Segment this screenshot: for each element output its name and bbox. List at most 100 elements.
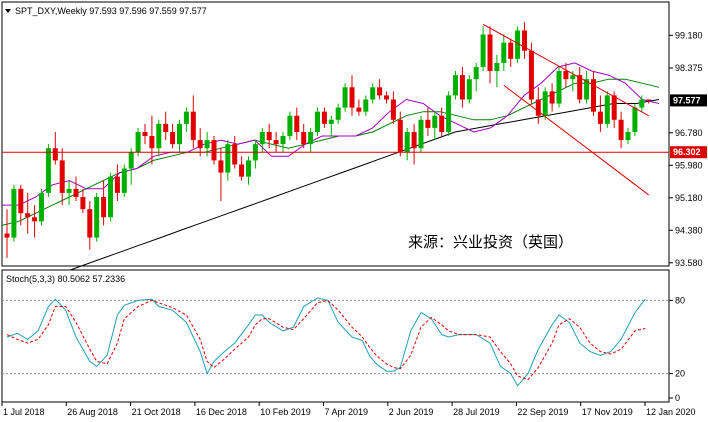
candle-down [4,233,10,238]
time-tick-label: 10 Feb 2019 [260,407,311,417]
candle-up [183,111,189,124]
candle-down [487,34,493,72]
stoch-panel: Stoch(5,3,3) 80.5062 57.2336 80 20 0 [1,269,685,403]
time-tick-label: 2 Jun 2019 [389,407,434,417]
candle-up [94,196,100,238]
candle-down [80,196,86,210]
candle-down [239,164,245,177]
candle-down [618,119,624,141]
candle-up [108,176,113,218]
candle-up [287,115,293,137]
candle-up [11,188,17,238]
candle-down [142,131,148,137]
candle-down [349,87,355,108]
time-tick-label: 22 Sep 2019 [517,407,568,417]
symbol-dropdown-icon[interactable] [5,9,11,13]
candle-up [280,136,286,145]
stoch-tick-label: 0 [675,393,680,403]
candle-up [66,188,72,193]
candle-down [149,136,155,149]
time-tick-label: 26 Aug 2018 [67,407,118,417]
stoch-lines [6,297,646,387]
candle-down [646,99,652,101]
time-tick-label: 28 Jul 2019 [453,407,500,417]
candle-down [611,95,617,120]
candle-down [32,217,38,222]
candle-up [515,30,521,59]
candle-down [356,107,362,112]
candle-up [542,91,548,116]
candle-down [273,140,279,145]
candle-up [370,87,376,100]
candle-up [246,160,251,177]
candle-up [404,131,410,153]
price-y-axis: 99.180 98.375 96.780 95.980 95.180 94.380 93.5… [669,30,703,268]
candle-up [639,99,645,108]
stoch-tick-label: 20 [675,369,685,379]
trend-channel [482,23,650,196]
candle-up [363,99,369,112]
candle-up [453,75,458,96]
time-axis: 1 Jul 2018 26 Aug 2018 21 Oct 2018 16 Dec 2… [1,402,696,417]
stoch-y-axis: 80 20 0 [2,295,685,403]
candle-up [328,119,334,124]
candle-up [494,62,500,72]
candle-down [101,196,107,218]
stoch-signal-line [6,299,646,381]
candle-down [384,95,389,100]
candle-down [439,115,445,132]
price-tick-label: 94.380 [675,225,703,235]
candle-up [259,131,265,145]
candle-up [466,79,472,100]
candle-up [204,140,210,149]
price-tick-label: 93.580 [675,258,703,268]
candle-up [308,131,314,145]
candle-down [549,91,555,104]
candle-down [266,131,272,141]
ma-slow-line [1,99,660,295]
candle-down [301,131,307,145]
candle-up [570,75,576,80]
price-panel: SPT_DXY,Weekly 97.593 97.596 97.559 97.5… [1,1,707,295]
support-tag-label: 96.302 [673,147,701,157]
candle-down [52,148,58,161]
time-tick-label: 1 Jul 2018 [3,407,45,417]
candle-down [87,209,93,238]
candle-down [425,119,431,128]
stoch-panel-frame [1,269,670,403]
candle-down [18,188,24,214]
candle-up [156,123,162,149]
candle-down [190,111,196,141]
source-watermark: 来源：兴业投资（英国） [408,233,573,251]
candle-down [577,75,583,100]
candle-down [508,42,514,59]
time-tick-label: 7 Apr 2019 [325,407,369,417]
stoch-panel-title: Stoch(5,3,3) 80.5062 57.2336 [6,274,125,284]
candles [4,22,652,258]
candle-down [528,50,534,100]
candle-up [480,34,486,67]
candle-up [225,144,231,173]
price-tags: 97.577 96.302 [670,94,707,159]
candle-down [294,115,300,132]
candle-down [59,160,65,193]
channel-upper-line [482,23,649,117]
candle-up [39,192,44,222]
candle-down [163,123,169,132]
candle-down [390,99,396,120]
price-tick-label: 95.180 [675,193,703,203]
candle-up [501,42,507,63]
candle-up [121,168,127,193]
candle-up [128,152,134,169]
candle-down [591,79,596,112]
candle-down [232,144,238,165]
time-tick-label: 12 Jan 2020 [646,407,696,417]
candle-up [473,66,479,80]
price-tick-label: 95.980 [675,160,703,170]
candle-up [556,71,562,104]
candle-up [604,95,610,124]
candle-down [321,111,327,124]
candle-down [459,75,465,100]
candle-up [135,131,141,153]
candle-up [342,87,348,108]
